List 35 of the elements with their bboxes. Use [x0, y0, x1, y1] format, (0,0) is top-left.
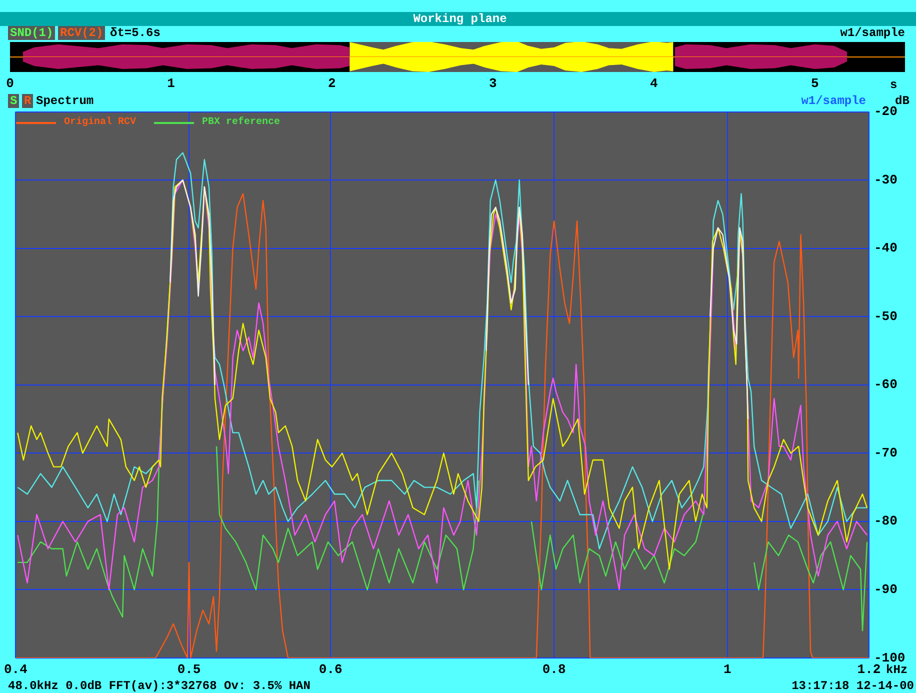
text: S [8, 94, 20, 108]
x-tick-label: 2 [328, 76, 336, 92]
x-axis-title: s [890, 78, 898, 92]
legend-label: PBX reference [202, 117, 280, 128]
y-tick-label: -80 [874, 514, 898, 529]
x-tick-label: 0.4 [4, 662, 28, 678]
y-tick-label: -70 [874, 445, 898, 460]
x-tick-label: 0.8 [542, 662, 566, 678]
chart-title: Working plane [0, 12, 916, 26]
text: RCV(2) [58, 26, 106, 40]
y-axis-title: dB [895, 94, 910, 108]
y-tick-label: -40 [874, 240, 898, 256]
x-tick-label: 0.5 [177, 662, 201, 678]
y-tick-label: -60 [874, 377, 898, 392]
y-tick-label: -90 [874, 582, 898, 598]
text: SND(1) [8, 26, 56, 40]
text: R [22, 94, 34, 108]
x-tick-label: 0 [6, 76, 14, 92]
x-tick-label: 1 [723, 662, 732, 678]
text: 13:17:18 12-14-00 [792, 679, 914, 693]
chart-title: Spectrum [36, 94, 94, 108]
text: w1/sample [840, 26, 905, 40]
text: 48.0kHz 0.0dB FFT(av):3*32768 Ov: 3.5% HAN [8, 679, 310, 693]
x-tick-label: 3 [489, 76, 498, 92]
text: w1/sample [801, 94, 866, 108]
y-tick-label: -20 [874, 104, 898, 120]
legend-label: Original RCV [64, 117, 136, 128]
y-tick-label: -30 [874, 172, 898, 188]
x-tick-label: 5 [810, 76, 819, 92]
text: δt=5.6s [110, 26, 160, 40]
y-tick-label: -50 [874, 308, 898, 324]
x-tick-label: 1 [167, 76, 176, 92]
x-tick-label: 0.6 [318, 662, 343, 678]
x-axis-title: kHz [886, 663, 908, 677]
x-tick-label: 4 [650, 76, 658, 92]
